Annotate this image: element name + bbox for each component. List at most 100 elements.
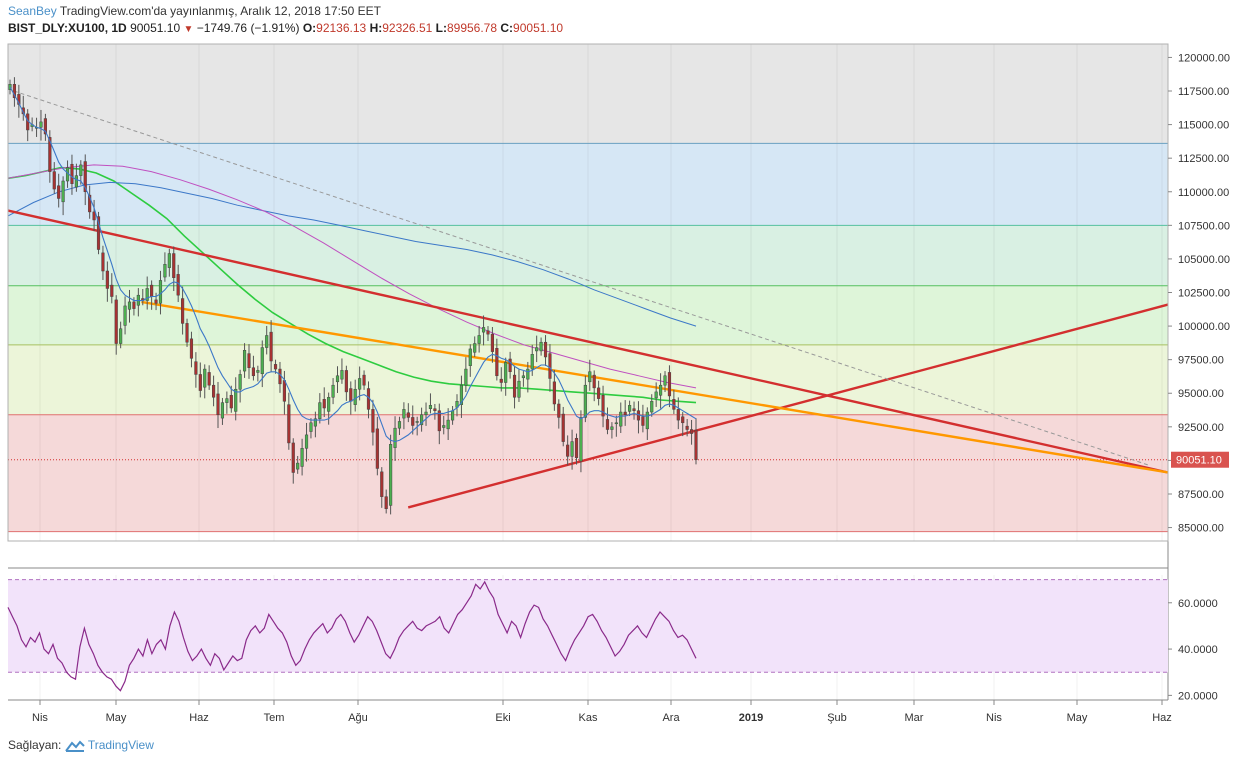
time-tick-label: Nis bbox=[32, 712, 48, 724]
candle-body bbox=[52, 171, 56, 190]
candle-body bbox=[654, 391, 658, 399]
candle-body bbox=[530, 354, 534, 370]
candle-body bbox=[406, 412, 410, 418]
candle-body bbox=[207, 372, 211, 386]
price-tick-label: 95000.00 bbox=[1178, 388, 1224, 400]
candle-body bbox=[96, 216, 101, 250]
price-tick-label: 120000.00 bbox=[1178, 52, 1230, 64]
candle-body bbox=[70, 163, 74, 184]
fib-zone bbox=[8, 143, 1168, 226]
candle-body bbox=[229, 395, 233, 409]
candle-body bbox=[362, 374, 366, 386]
candle-body bbox=[397, 421, 402, 429]
candle-body bbox=[17, 94, 21, 105]
candle-body bbox=[389, 444, 393, 506]
candle-body bbox=[181, 298, 185, 324]
candle-body bbox=[437, 410, 441, 432]
fib-zone bbox=[8, 44, 1168, 144]
candle-body bbox=[451, 410, 455, 421]
candle-body bbox=[313, 418, 317, 427]
candle-body bbox=[689, 429, 694, 434]
candle-body bbox=[220, 402, 225, 419]
candle-body bbox=[309, 422, 313, 432]
candle-body bbox=[238, 374, 242, 390]
candle-body bbox=[92, 211, 96, 221]
close-value: 90051.10 bbox=[513, 21, 564, 35]
price-tick-label: 85000.00 bbox=[1178, 523, 1224, 535]
candle-body bbox=[548, 353, 552, 379]
candle-body bbox=[198, 374, 202, 391]
candle-body bbox=[393, 427, 397, 448]
candle-body bbox=[371, 409, 375, 433]
candle-body bbox=[535, 347, 539, 352]
price-tick-label: 117500.00 bbox=[1178, 86, 1229, 98]
candle-body bbox=[163, 264, 167, 278]
candle-body bbox=[344, 370, 348, 393]
candle-body bbox=[411, 417, 415, 426]
candle-body bbox=[628, 405, 632, 412]
candle-body bbox=[172, 253, 176, 278]
candle-body bbox=[632, 408, 636, 411]
ohlc-line: BIST_DLY:XU100, 1D 90051.10 ▼ −1749.76 (… bbox=[8, 21, 563, 35]
candle-body bbox=[557, 403, 561, 418]
candle-body bbox=[570, 441, 574, 457]
candle-body bbox=[672, 399, 676, 410]
candle-body bbox=[442, 425, 446, 428]
candle-body bbox=[619, 411, 623, 427]
price-tick-label: 107500.00 bbox=[1178, 220, 1230, 232]
candle-body bbox=[539, 341, 543, 352]
trendline-dashed bbox=[13, 90, 1151, 467]
time-tick-label: May bbox=[1067, 712, 1088, 724]
candle-body bbox=[242, 350, 247, 372]
candle-body bbox=[663, 375, 667, 386]
provider-brand[interactable]: TradingView bbox=[87, 738, 154, 752]
rsi-tick-label: 40.0000 bbox=[1178, 644, 1218, 656]
price-tick-label: 92500.00 bbox=[1178, 422, 1224, 434]
high-label: H: bbox=[369, 21, 383, 35]
candle-body bbox=[203, 368, 207, 388]
candle-body bbox=[614, 422, 618, 425]
candle-body bbox=[504, 362, 508, 383]
candle-body bbox=[83, 161, 87, 193]
candle-body bbox=[189, 338, 194, 359]
candle-body bbox=[384, 496, 388, 510]
time-tick-label: Tem bbox=[264, 712, 285, 724]
candle-body bbox=[597, 387, 601, 399]
candle-body bbox=[101, 252, 105, 272]
open-label: O: bbox=[302, 21, 317, 35]
author-name[interactable]: SeanBey bbox=[8, 4, 57, 18]
candle-body bbox=[278, 368, 282, 385]
candle-body bbox=[428, 405, 433, 409]
publish-line: SeanBey TradingView.com'da yayınlanmış, … bbox=[8, 4, 381, 18]
low-value: 89956.78 bbox=[446, 21, 498, 35]
last-price-badge bbox=[1171, 451, 1229, 468]
candle-body bbox=[579, 417, 583, 462]
candle-body bbox=[340, 370, 344, 380]
candle-body bbox=[601, 395, 605, 417]
candle-body bbox=[446, 419, 450, 430]
time-tick-label: Haz bbox=[1152, 712, 1172, 724]
candle-body bbox=[375, 428, 379, 469]
candle-body bbox=[353, 388, 357, 405]
candle-body bbox=[508, 358, 512, 373]
candle-body bbox=[287, 404, 291, 444]
candle-body bbox=[105, 270, 109, 289]
price-change: −1749.76 (−1.91%) bbox=[196, 21, 300, 35]
candle-body bbox=[583, 384, 587, 418]
chart-bottom-strip bbox=[8, 531, 1168, 541]
candle-body bbox=[420, 414, 424, 426]
candle-body bbox=[132, 301, 136, 309]
candle-body bbox=[158, 280, 163, 304]
symbol-label: BIST_DLY:XU100, 1D bbox=[8, 21, 127, 35]
candle-body bbox=[335, 375, 340, 383]
candle-body bbox=[282, 380, 286, 402]
candle-body bbox=[499, 378, 503, 383]
candle-body bbox=[681, 416, 685, 424]
candle-body bbox=[415, 421, 419, 423]
ma-blue-long bbox=[7, 181, 697, 327]
time-tick-label: 2019 bbox=[739, 712, 763, 724]
down-triangle-icon: ▼ bbox=[183, 24, 194, 35]
fib-zone bbox=[8, 414, 1168, 532]
time-tick-label: Eki bbox=[495, 712, 510, 724]
